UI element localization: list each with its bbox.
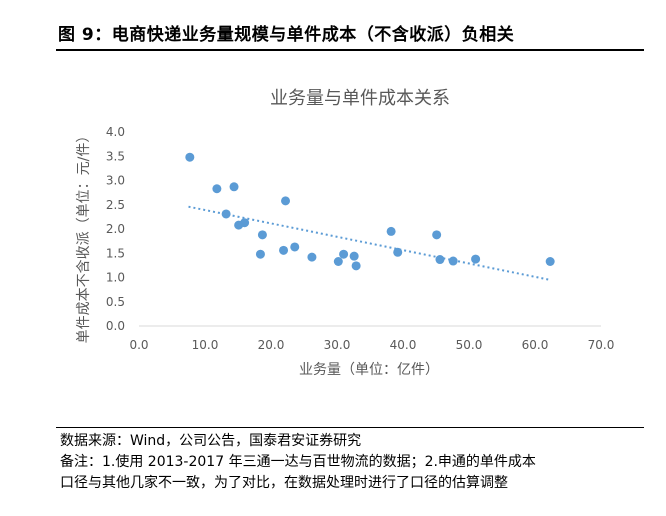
y-tick-label: 2.5 [106, 198, 125, 212]
x-tick-label: 10.0 [192, 338, 219, 352]
y-tick-label: 1.0 [106, 271, 125, 285]
data-point [229, 182, 239, 192]
x-tick-label: 60.0 [522, 338, 549, 352]
y-tick-label: 0.5 [106, 295, 125, 309]
y-tick-label: 4.0 [106, 125, 125, 139]
x-tick-label: 20.0 [258, 338, 285, 352]
data-point [257, 230, 267, 240]
figure-title: 图 9：电商快递业务量规模与单件成本（不含收派）负相关 [58, 25, 515, 45]
y-tick-label: 3.0 [106, 174, 125, 188]
data-point [386, 226, 396, 236]
remark-line-2: 口径与其他几家不一致，为了对比，在数据处理时进行了口径的估算调整 [60, 475, 508, 491]
y-tick-label: 0.0 [106, 319, 125, 333]
y-tick-label: 1.5 [106, 246, 125, 260]
y-axis-ticks: 0.0 0.5 1.0 1.5 2.0 2.5 3.0 3.5 4.0 [106, 125, 125, 333]
data-point [290, 242, 300, 252]
x-tick-label: 40.0 [390, 338, 417, 352]
data-point [281, 196, 291, 206]
data-point [185, 152, 195, 162]
data-point [448, 256, 458, 266]
data-point [221, 209, 231, 219]
source-note: 数据来源：Wind，公司公告，国泰君安证券研究 [60, 433, 362, 449]
remark-line-1: 备注：1.使用 2013-2017 年三通一达与百世物流的数据；2.申通的单件成… [60, 454, 536, 470]
x-axis-ticks: 0.0 10.0 20.0 30.0 40.0 50.0 60.0 70.0 [129, 338, 614, 352]
trendline [188, 205, 551, 281]
data-point [545, 256, 555, 266]
data-point [279, 245, 289, 255]
x-tick-label: 50.0 [456, 338, 483, 352]
data-points [185, 152, 555, 271]
data-point [307, 252, 317, 262]
data-point [471, 254, 481, 264]
data-point [255, 249, 265, 259]
data-point [432, 230, 442, 240]
notes-divider [56, 427, 644, 428]
notes: 数据来源：Wind，公司公告，国泰君安证券研究 备注：1.使用 2013-201… [60, 431, 536, 494]
x-axis-label: 业务量（单位：亿件） [299, 362, 439, 378]
y-tick-label: 3.5 [106, 149, 125, 163]
y-tick-label: 2.0 [106, 222, 125, 236]
scatter-chart: 0.0 0.5 1.0 1.5 2.0 2.5 3.0 3.5 4.0 0.0 10.0 20.0 3… [76, 88, 614, 378]
title-divider [56, 49, 644, 51]
data-point [435, 255, 445, 265]
data-point [333, 256, 343, 266]
data-point [212, 184, 222, 194]
x-tick-label: 0.0 [129, 338, 148, 352]
y-axis-label: 单件成本不含收派（单位：元/件） [76, 129, 92, 344]
data-point [240, 218, 250, 228]
x-tick-label: 70.0 [588, 338, 615, 352]
chart-title: 业务量与单件成本关系 [270, 88, 450, 109]
data-point [339, 249, 349, 259]
data-point [393, 247, 403, 257]
data-point [349, 251, 359, 261]
data-point [351, 261, 361, 271]
x-tick-label: 30.0 [324, 338, 351, 352]
